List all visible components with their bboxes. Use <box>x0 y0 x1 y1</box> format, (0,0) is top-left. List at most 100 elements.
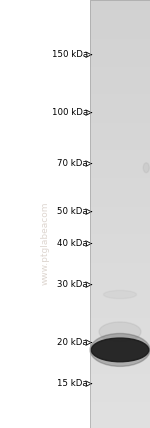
Bar <box>90 260 150 261</box>
Bar <box>90 181 150 183</box>
Bar <box>90 347 150 348</box>
Bar <box>90 30 150 31</box>
Bar <box>90 290 150 291</box>
Bar <box>90 111 150 113</box>
Bar <box>90 325 150 327</box>
Bar <box>90 344 150 345</box>
Bar <box>90 31 150 33</box>
Bar <box>90 262 150 264</box>
Bar <box>90 215 150 217</box>
Bar <box>90 389 150 391</box>
Bar <box>90 380 150 381</box>
Bar <box>90 418 150 419</box>
Bar <box>90 100 150 101</box>
Bar <box>90 369 150 371</box>
Bar <box>90 124 150 125</box>
Bar <box>90 137 150 138</box>
Bar <box>90 348 150 350</box>
Bar <box>90 207 150 208</box>
Bar <box>90 3 150 4</box>
Bar <box>90 51 150 53</box>
Bar <box>90 411 150 412</box>
Text: 100 kDa: 100 kDa <box>52 108 88 117</box>
Bar <box>90 46 150 47</box>
Bar <box>90 16 150 17</box>
Bar <box>90 297 150 298</box>
Bar <box>90 358 150 360</box>
Bar <box>90 424 150 425</box>
Bar <box>90 117 150 119</box>
Bar <box>90 224 150 226</box>
Bar <box>90 228 150 230</box>
Bar <box>90 410 150 411</box>
Bar <box>90 94 150 95</box>
Bar <box>90 404 150 405</box>
Ellipse shape <box>99 322 141 342</box>
Bar <box>90 71 150 73</box>
Bar <box>90 23 150 24</box>
Bar <box>90 211 150 213</box>
Bar <box>90 300 150 301</box>
Bar <box>90 59 150 60</box>
Bar <box>90 352 150 354</box>
Bar <box>90 36 150 37</box>
Bar <box>90 247 150 248</box>
Bar <box>90 374 150 375</box>
Bar <box>90 415 150 416</box>
Text: 15 kDa: 15 kDa <box>57 379 88 388</box>
Bar <box>90 158 150 160</box>
Bar <box>90 363 150 364</box>
Bar <box>90 405 150 407</box>
Bar <box>90 401 150 402</box>
Bar <box>90 241 150 243</box>
Bar <box>90 188 150 190</box>
Bar <box>90 104 150 106</box>
Bar <box>90 39 150 40</box>
Bar <box>90 151 150 153</box>
Bar <box>90 185 150 187</box>
Bar <box>90 317 150 318</box>
Bar <box>90 208 150 210</box>
Bar <box>90 180 150 181</box>
Bar <box>90 70 150 71</box>
Bar <box>90 307 150 308</box>
Bar <box>90 54 150 56</box>
Bar <box>90 304 150 305</box>
Bar <box>90 67 150 68</box>
Bar <box>90 167 150 168</box>
Bar <box>90 378 150 380</box>
Bar <box>90 108 150 110</box>
Bar <box>90 322 150 324</box>
Bar <box>90 264 150 265</box>
Bar <box>90 143 150 144</box>
Bar <box>90 237 150 238</box>
Bar <box>90 275 150 277</box>
Bar <box>90 193 150 194</box>
Bar <box>90 120 150 121</box>
Bar <box>90 197 150 198</box>
Bar <box>90 232 150 234</box>
Bar <box>90 125 150 127</box>
Bar <box>90 190 150 191</box>
Bar <box>90 9 150 10</box>
Bar <box>90 372 150 374</box>
Bar <box>90 144 150 146</box>
Bar <box>90 270 150 271</box>
Bar <box>90 43 150 44</box>
Bar <box>90 305 150 307</box>
Bar <box>90 268 150 270</box>
Bar <box>90 26 150 27</box>
Bar <box>90 27 150 29</box>
Bar <box>90 21 150 23</box>
Bar <box>90 127 150 128</box>
Bar <box>90 61 150 63</box>
Bar <box>90 402 150 404</box>
Bar <box>90 128 150 130</box>
Bar <box>90 318 150 320</box>
Bar <box>90 240 150 241</box>
Bar <box>90 153 150 154</box>
Bar <box>90 295 150 297</box>
Bar <box>90 421 150 422</box>
Bar <box>90 334 150 335</box>
Bar <box>90 338 150 339</box>
